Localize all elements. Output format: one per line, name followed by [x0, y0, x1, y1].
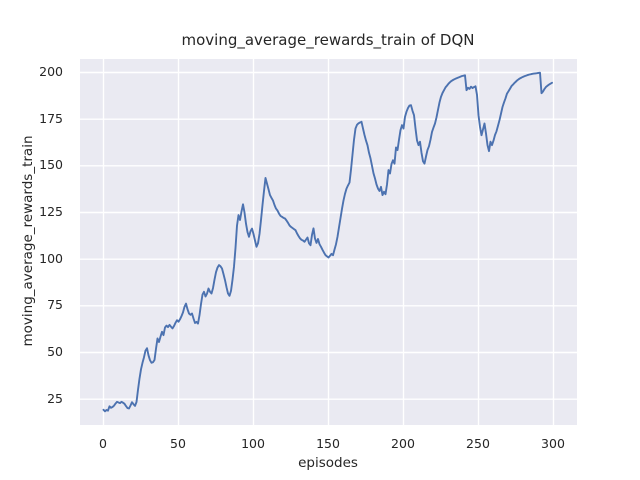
x-tick-label: 150 — [316, 436, 340, 451]
x-axis-label: episodes — [298, 455, 358, 471]
x-tick-label: 100 — [241, 436, 265, 451]
x-tick-label: 300 — [541, 436, 565, 451]
y-tick-label: 200 — [39, 63, 63, 79]
chart-title: moving_average_rewards_train of DQN — [181, 31, 475, 49]
x-tick-label: 250 — [466, 436, 490, 451]
x-tick-label: 0 — [99, 436, 107, 451]
chart-canvas — [79, 58, 577, 425]
plot-area — [79, 58, 577, 425]
y-tick-label: 150 — [39, 157, 63, 173]
y-tick-label: 125 — [39, 203, 63, 219]
y-tick-label: 25 — [47, 390, 63, 406]
y-tick-label: 175 — [39, 110, 63, 126]
y-tick-label: 100 — [39, 250, 63, 266]
y-tick-label: 50 — [47, 343, 63, 359]
y-tick-label: 75 — [47, 297, 63, 313]
series-line-moving_average_rewards_train — [102, 71, 553, 412]
x-tick-label: 200 — [391, 436, 415, 451]
x-tick-label: 50 — [170, 436, 186, 451]
